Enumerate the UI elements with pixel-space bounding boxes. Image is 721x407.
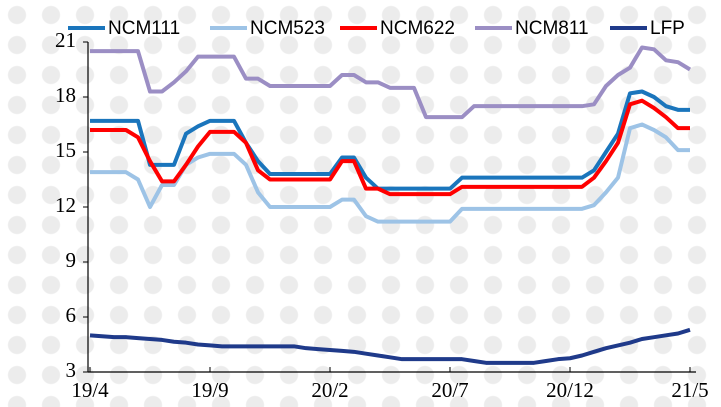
y-tick-label: 18 bbox=[55, 83, 76, 107]
series-line bbox=[90, 98, 690, 197]
x-tick-label: 19/4 bbox=[71, 378, 109, 402]
x-tick-label: 20/12 bbox=[546, 378, 594, 402]
x-tick-label: 21/5 bbox=[671, 378, 708, 402]
y-tick-label: 21 bbox=[55, 28, 76, 52]
y-tick-label: 12 bbox=[55, 193, 76, 217]
y-tick-label: 15 bbox=[55, 138, 76, 162]
x-tick-label: 20/2 bbox=[311, 378, 348, 402]
series-line bbox=[90, 89, 690, 191]
y-tick-label: 3 bbox=[66, 358, 77, 382]
y-tick-label: 6 bbox=[66, 303, 77, 327]
legend-label: NCM111 bbox=[108, 18, 180, 39]
legend-label: NCM811 bbox=[515, 18, 589, 39]
series-line bbox=[90, 122, 690, 224]
legend-label: LFP bbox=[650, 18, 685, 39]
x-tick-label: 19/9 bbox=[191, 378, 228, 402]
legend-label: NCM622 bbox=[380, 18, 455, 39]
y-tick-label: 9 bbox=[66, 248, 77, 272]
x-tick-label: 20/7 bbox=[431, 378, 468, 402]
legend-label: NCM523 bbox=[250, 18, 325, 39]
series-line bbox=[90, 45, 692, 120]
series-line bbox=[89, 327, 691, 365]
